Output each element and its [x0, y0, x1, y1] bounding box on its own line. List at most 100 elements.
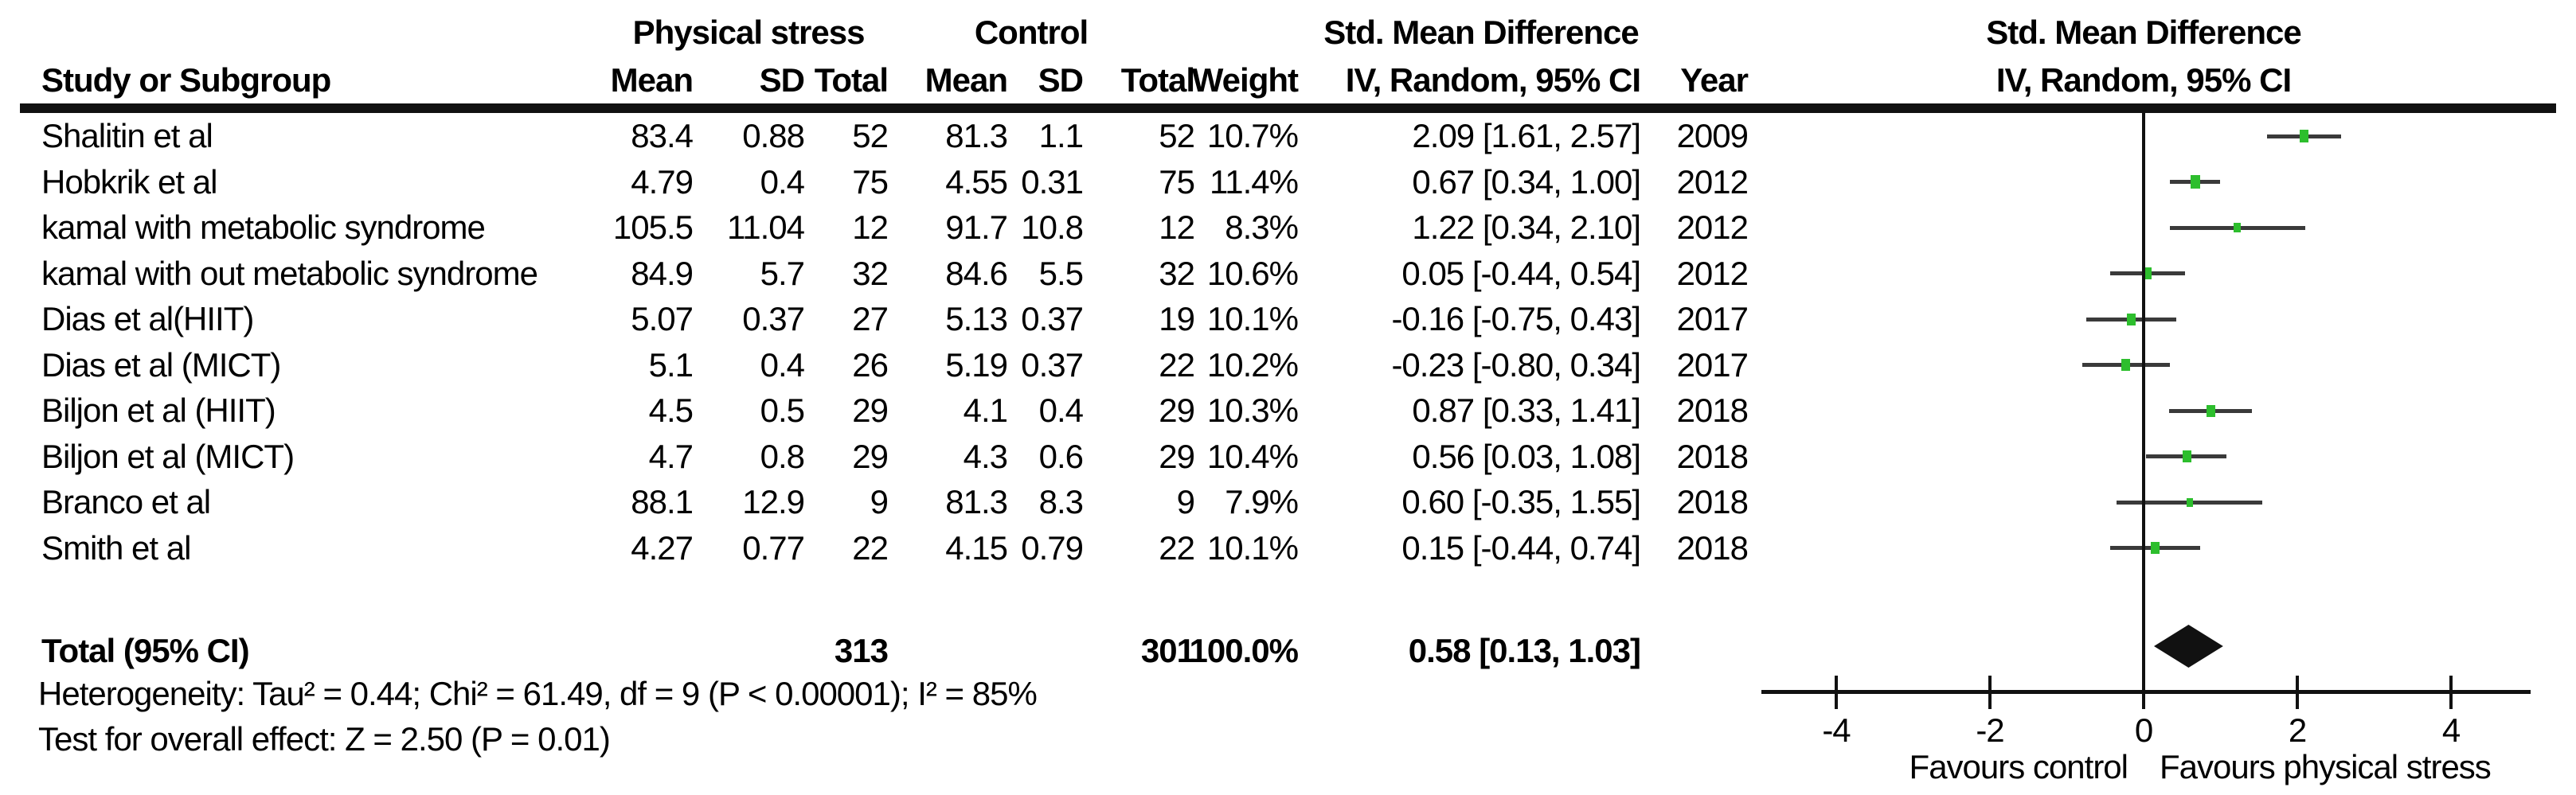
mean-exp: 4.7	[648, 437, 694, 475]
col-header-total-ctrl: Total	[1120, 61, 1195, 99]
total-ctrl: 12	[1159, 208, 1195, 246]
mean-ctrl: 4.1	[963, 392, 1008, 429]
x-axis-line	[1761, 690, 2531, 694]
zero-line	[2142, 113, 2145, 694]
mean-exp: 105.5	[612, 208, 694, 246]
sd-exp: 0.4	[760, 345, 805, 384]
weight: 10.7%	[1206, 117, 1299, 154]
ci-text: 2.09 [1.61, 2.57]	[1412, 117, 1641, 154]
total-ctrl: 75	[1159, 162, 1195, 201]
year: 2018	[1676, 437, 1749, 475]
ci-text: 0.67 [0.34, 1.00]	[1412, 162, 1641, 201]
study-name: Dias et al(HIIT)	[41, 300, 254, 337]
effect-marker	[2206, 404, 2215, 417]
col-header-mean-ctrl: Mean	[924, 61, 1008, 99]
col-header-year: Year	[1680, 61, 1749, 99]
axis-tick-label: -2	[1976, 711, 2004, 749]
total-weight: 100.0%	[1189, 632, 1299, 669]
mean-exp: 4.79	[631, 162, 694, 201]
weight: 10.2%	[1206, 345, 1299, 384]
axis-tick	[2449, 676, 2453, 709]
mean-ctrl: 84.6	[945, 254, 1008, 292]
study-name: kamal with out metabolic syndrome	[41, 254, 538, 292]
favours-left-label: Favours control	[1909, 748, 2128, 785]
col-header-mean-exp: Mean	[610, 61, 694, 99]
plot-title-line1: Std. Mean Difference	[1986, 14, 2301, 51]
total-exp: 26	[852, 345, 889, 384]
ci-text: 0.60 [-0.35, 1.55]	[1401, 483, 1641, 520]
col-header-sd-ctrl: SD	[1038, 61, 1084, 99]
total-exp: 75	[852, 162, 889, 201]
sd-exp: 0.88	[742, 117, 805, 154]
sd-ctrl: 0.31	[1021, 162, 1084, 201]
total-ctrl: 22	[1159, 528, 1195, 567]
sd-ctrl: 8.3	[1038, 483, 1084, 520]
sd-exp: 0.8	[760, 437, 805, 475]
header-divider	[20, 103, 2556, 113]
study-name: Branco et al	[41, 483, 211, 520]
sd-exp: 0.37	[742, 300, 805, 337]
effect-marker	[2121, 359, 2131, 371]
mean-ctrl: 5.19	[945, 345, 1008, 384]
smd-column-header-line1: Std. Mean Difference	[1323, 14, 1639, 51]
study-name: Dias et al (MICT)	[41, 345, 281, 384]
mean-ctrl: 81.3	[945, 117, 1008, 154]
sd-ctrl: 0.6	[1038, 437, 1084, 475]
axis-tick-label: 2	[2288, 711, 2307, 749]
mean-exp: 88.1	[631, 483, 694, 520]
year: 2012	[1676, 162, 1749, 201]
year: 2017	[1676, 300, 1749, 337]
sd-ctrl: 1.1	[1038, 117, 1084, 154]
smd-column-header-line2: IV, Random, 95% CI	[1345, 61, 1641, 99]
effect-marker	[2190, 175, 2200, 189]
study-name: Smith et al	[41, 528, 191, 567]
sd-exp: 0.5	[760, 392, 805, 429]
total-ctrl: 19	[1159, 300, 1195, 337]
total-n-experimental: 313	[834, 632, 889, 669]
ci-text: 1.22 [0.34, 2.10]	[1412, 208, 1641, 246]
axis-tick	[2296, 676, 2299, 709]
ci-text: 0.56 [0.03, 1.08]	[1412, 437, 1641, 475]
col-header-weight: Weight	[1191, 61, 1299, 99]
total-exp: 22	[852, 528, 889, 567]
total-n-control: 301	[1140, 632, 1195, 669]
total-exp: 12	[852, 208, 889, 246]
year: 2012	[1676, 254, 1749, 292]
year: 2012	[1676, 208, 1749, 246]
plot-title-line2: IV, Random, 95% CI	[1996, 61, 2292, 99]
total-ctrl: 52	[1159, 117, 1195, 154]
sd-ctrl: 0.79	[1021, 528, 1084, 567]
col-header-sd-exp: SD	[759, 61, 805, 99]
year: 2018	[1676, 483, 1749, 520]
col-header-study: Study or Subgroup	[41, 61, 331, 99]
mean-ctrl: 5.13	[945, 300, 1008, 337]
effect-marker	[2182, 450, 2191, 462]
total-ctrl: 32	[1159, 254, 1195, 292]
effect-marker	[2151, 542, 2160, 554]
ci-text: -0.23 [-0.80, 0.34]	[1391, 345, 1641, 384]
weight: 10.3%	[1206, 392, 1299, 429]
favours-right-label: Favours physical stress	[2160, 748, 2492, 785]
mean-exp: 4.5	[648, 392, 694, 429]
total-exp: 29	[852, 392, 889, 429]
mean-exp: 83.4	[631, 117, 694, 154]
study-name: Shalitin et al	[41, 117, 213, 154]
total-exp: 9	[870, 483, 889, 520]
study-name: Hobkrik et al	[41, 162, 217, 201]
sd-ctrl: 0.37	[1021, 345, 1084, 384]
total-ctrl: 29	[1159, 392, 1195, 429]
sd-exp: 0.77	[742, 528, 805, 567]
group-header-experimental: Physical stress	[632, 14, 866, 51]
total-ctrl: 22	[1159, 345, 1195, 384]
axis-tick	[1988, 676, 1992, 709]
mean-exp: 84.9	[631, 254, 694, 292]
total-exp: 27	[852, 300, 889, 337]
ci-text: -0.16 [-0.75, 0.43]	[1391, 300, 1641, 337]
ci-text: 0.15 [-0.44, 0.74]	[1401, 528, 1641, 567]
sd-ctrl: 10.8	[1021, 208, 1084, 246]
weight: 10.4%	[1206, 437, 1299, 475]
year: 2009	[1676, 117, 1749, 154]
total-exp: 29	[852, 437, 889, 475]
effect-marker	[2127, 313, 2136, 325]
mean-ctrl: 91.7	[945, 208, 1008, 246]
